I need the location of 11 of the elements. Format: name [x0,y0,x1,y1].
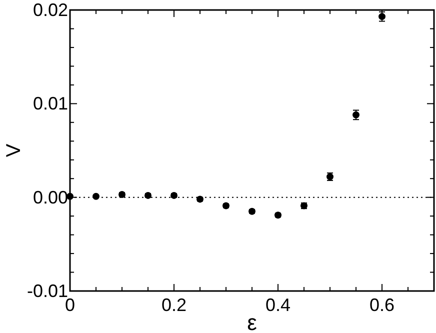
x-tick-label: 0.6 [369,295,395,315]
y-tick-label: 0.02 [32,0,68,20]
point [92,192,100,200]
y-tick-label: 0.00 [32,187,68,208]
y-axis-title: V [3,143,25,158]
x-axis-title: ε [247,310,258,333]
y-tick-label: 0.01 [32,94,68,114]
point [378,13,386,20]
x-tick-label: 0.4 [265,295,291,315]
x-tick-label: 0.2 [161,295,187,315]
point [352,111,360,118]
